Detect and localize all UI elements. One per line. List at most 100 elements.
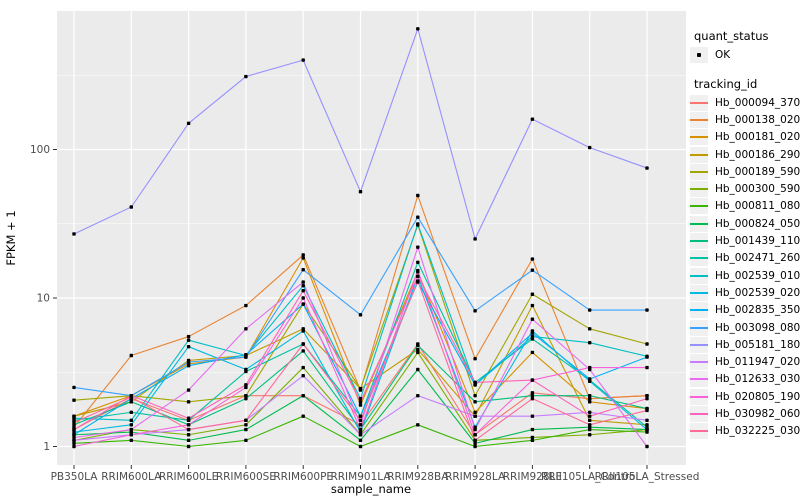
data-point <box>186 121 191 126</box>
data-point <box>129 433 133 437</box>
data-point <box>588 410 592 414</box>
data-point <box>473 309 477 313</box>
ok-point-marker <box>690 47 708 63</box>
data-point <box>645 408 649 413</box>
data-point <box>358 427 363 432</box>
data-point <box>186 364 191 368</box>
data-point <box>186 360 191 364</box>
data-point <box>72 385 76 390</box>
data-point <box>416 215 420 219</box>
data-point <box>301 349 305 353</box>
legend-color-swatch <box>690 111 708 128</box>
data-point <box>530 331 535 335</box>
legend-color-swatch <box>690 302 708 319</box>
data-point <box>186 438 191 443</box>
data-point <box>645 308 649 312</box>
data-point <box>244 355 248 359</box>
data-point <box>301 253 305 257</box>
data-point <box>530 435 535 440</box>
data-point <box>72 398 76 402</box>
data-point <box>473 380 477 385</box>
x-tick-label: PB350LA <box>51 471 99 483</box>
data-point <box>416 27 420 31</box>
legend-item-Hb_032225_030: Hb_032225_030 <box>690 423 800 440</box>
legend-item-label: Hb_002471_260 <box>715 252 800 265</box>
legend-item-label: Hb_000189_590 <box>715 165 800 178</box>
data-point <box>416 193 420 198</box>
legend-item-label: Hb_003098_080 <box>715 321 800 334</box>
legend-item-Hb_002539_020: Hb_002539_020 <box>690 284 800 301</box>
legend-color-swatch <box>690 181 708 198</box>
data-point <box>530 396 535 401</box>
data-point <box>129 395 133 399</box>
legend-item-label: Hb_001439_110 <box>715 235 800 248</box>
data-point <box>244 367 248 372</box>
legend-item-label: Hb_012633_030 <box>715 373 800 386</box>
data-point <box>645 393 649 398</box>
data-point <box>645 355 649 359</box>
data-point <box>358 189 363 194</box>
legend: quant_status OK tracking_id Hb_000094_37… <box>690 29 800 440</box>
data-point <box>244 393 248 398</box>
data-point <box>358 433 363 437</box>
data-point <box>129 400 133 404</box>
data-point <box>588 433 592 437</box>
data-point <box>530 393 535 398</box>
legend-color-swatch <box>690 388 708 405</box>
data-point <box>244 418 248 423</box>
data-point <box>530 317 535 321</box>
x-tick-label: RRIM600LE <box>159 471 218 483</box>
data-point <box>301 329 305 333</box>
legend-item-label: Hb_000824_050 <box>715 217 800 230</box>
legend-item-label: Hb_000181_020 <box>715 131 800 144</box>
legend-color-swatch <box>690 146 708 163</box>
data-point <box>473 393 477 398</box>
data-point <box>244 303 248 308</box>
data-point <box>588 400 592 404</box>
data-point <box>588 145 592 150</box>
legend-item-label: Hb_000300_590 <box>715 183 800 196</box>
legend-item-label: Hb_000186_290 <box>715 148 800 161</box>
data-point <box>358 313 363 317</box>
data-point <box>186 334 191 339</box>
data-point <box>473 357 477 361</box>
data-point <box>358 423 363 427</box>
data-point <box>129 427 133 432</box>
data-point <box>473 237 477 241</box>
data-point <box>588 396 592 401</box>
legend-item-Hb_003098_080: Hb_003098_080 <box>690 319 800 336</box>
data-point <box>244 327 248 331</box>
data-point <box>72 433 76 437</box>
data-point <box>530 268 535 272</box>
data-point <box>645 396 649 401</box>
data-point <box>301 296 305 300</box>
legend-item-Hb_000824_050: Hb_000824_050 <box>690 215 800 232</box>
legend-item-label: Hb_011947_020 <box>715 356 800 369</box>
data-point <box>416 347 420 352</box>
x-tick-label: RRIM928LE <box>503 471 562 483</box>
data-point <box>530 438 535 443</box>
x-tick-label: RRIM600PE <box>273 471 333 483</box>
data-point <box>72 444 76 449</box>
data-point <box>72 232 76 236</box>
data-point <box>416 245 420 249</box>
data-point <box>301 302 305 306</box>
data-point <box>244 383 248 387</box>
data-point <box>358 400 363 404</box>
legend-color-swatch <box>690 163 708 180</box>
data-point <box>301 393 305 398</box>
data-point <box>416 279 420 283</box>
data-point <box>129 410 133 414</box>
data-point <box>588 414 592 418</box>
data-point <box>301 58 305 62</box>
data-point <box>358 414 363 418</box>
data-point <box>186 338 191 342</box>
legend-item-Hb_030982_060: Hb_030982_060 <box>690 405 800 422</box>
legend-title-tracking-id: tracking_id <box>694 77 758 91</box>
data-point <box>244 427 248 432</box>
data-point <box>416 343 420 348</box>
data-point <box>186 444 191 449</box>
legend-item-label: Hb_000094_370 <box>715 96 800 109</box>
